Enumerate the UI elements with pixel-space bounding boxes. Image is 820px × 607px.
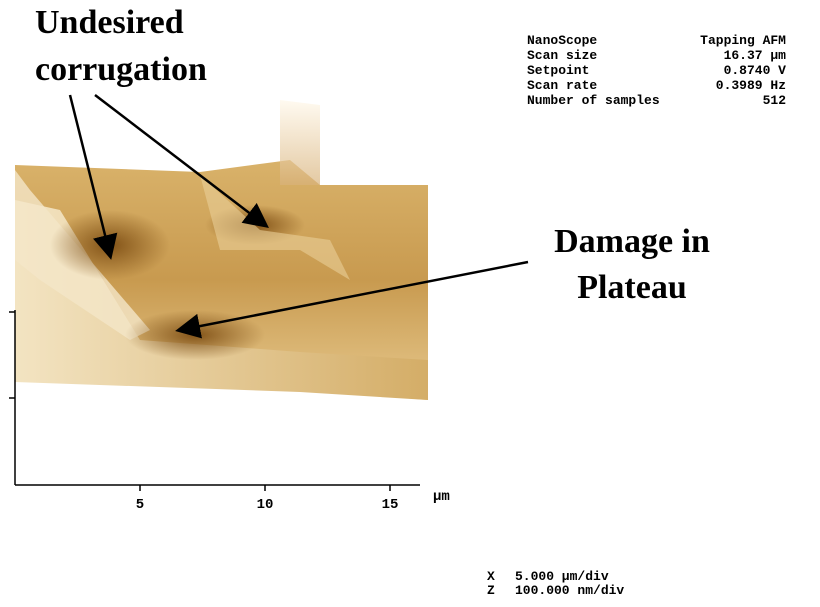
arrows bbox=[68, 94, 529, 339]
info-value: 0.3989 Hz bbox=[716, 78, 786, 93]
info-value: 0.8740 V bbox=[724, 63, 787, 78]
x-tick-label: 5 bbox=[136, 497, 144, 513]
scan-info: NanoScope Tapping AFM Scan size 16.37 μm Set… bbox=[527, 33, 786, 108]
info-label: Number of samples bbox=[527, 93, 660, 108]
scale-value: 5.000 μm/div bbox=[515, 569, 609, 584]
info-value: Tapping AFM bbox=[700, 33, 786, 48]
scale-info: X 5.000 μm/div Z 100.000 nm/div bbox=[487, 569, 624, 598]
scale-axis: X bbox=[487, 569, 495, 584]
axes bbox=[9, 310, 420, 486]
x-tick-label: 15 bbox=[382, 497, 399, 513]
annotation: Undesired bbox=[35, 4, 184, 41]
annotation: Plateau bbox=[577, 269, 687, 306]
info-label: NanoScope bbox=[527, 33, 597, 48]
info-label: Scan rate bbox=[527, 78, 597, 93]
info-label: Setpoint bbox=[527, 63, 589, 78]
annotation: Damage in bbox=[554, 223, 710, 260]
x-tick-label: 10 bbox=[257, 497, 274, 513]
x-ticks: 5 10 15 bbox=[136, 485, 399, 513]
info-value: 16.37 μm bbox=[724, 48, 787, 63]
x-unit: μm bbox=[433, 489, 450, 505]
afm-surface bbox=[15, 100, 428, 400]
info-value: 512 bbox=[763, 93, 787, 108]
info-label: Scan size bbox=[527, 48, 597, 63]
annotation: corrugation bbox=[35, 51, 207, 88]
scale-axis: Z bbox=[487, 583, 495, 598]
scale-value: 100.000 nm/div bbox=[515, 583, 624, 598]
